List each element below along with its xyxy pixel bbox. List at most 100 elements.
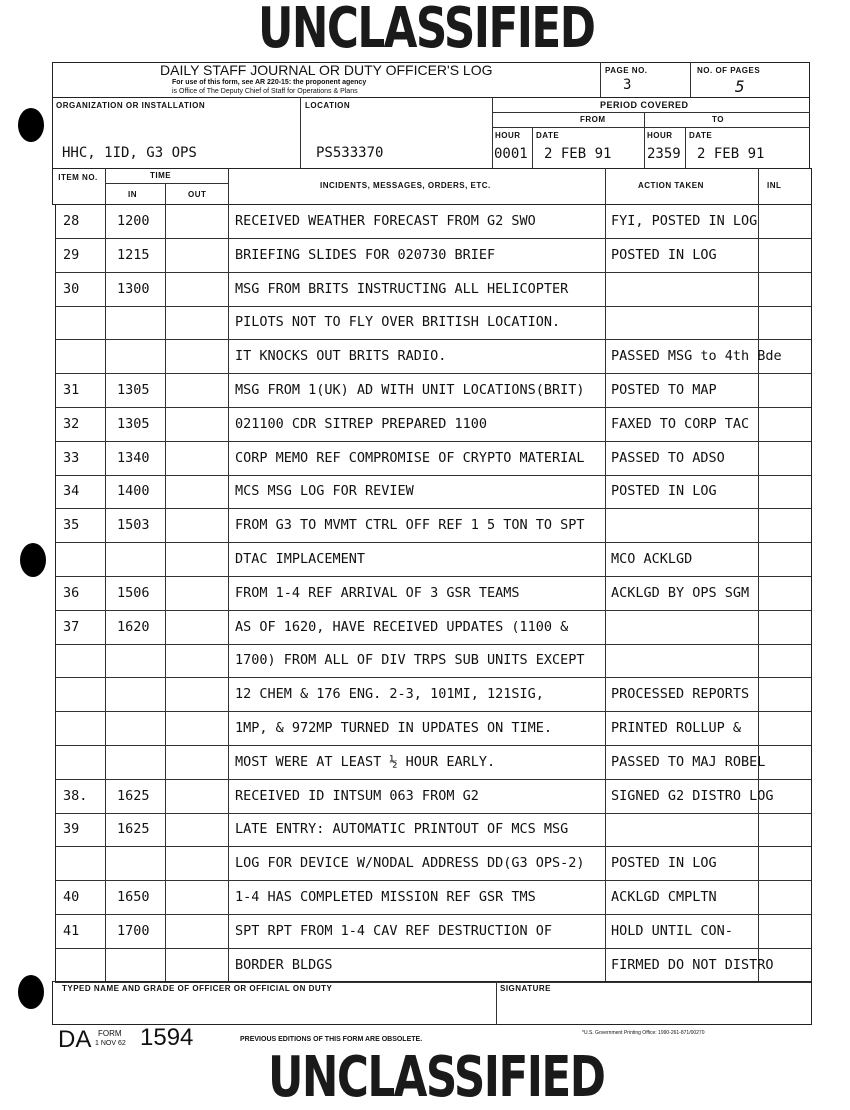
action-taken: PRINTED ROLLUP & (611, 720, 742, 736)
incidents-header: INCIDENTS, MESSAGES, ORDERS, ETC. (320, 181, 491, 190)
pages-label: NO. OF PAGES (697, 66, 761, 75)
incident-text: MSG FROM 1(UK) AD WITH UNIT LOCATIONS(BR… (235, 382, 585, 398)
page-no: 3 (623, 77, 632, 93)
action-taken: HOLD UNTIL CON- (611, 922, 733, 939)
action-taken: ACKLGD CMPLTN (611, 889, 717, 905)
incident-text: AS OF 1620, HAVE RECEIVED UPDATES (1100 … (235, 618, 569, 635)
from-date: 2 FEB 91 (544, 146, 612, 162)
incident-text: 12 CHEM & 176 ENG. 2-3, 101MI, 121SIG, (235, 686, 544, 703)
table-row: 29 1215 BRIEFING SLIDES FOR 020730 BRIEF PO… (55, 239, 812, 273)
table-row: LOG FOR DEVICE W/NODAL ADDRESS DD(G3 OPS… (55, 847, 812, 882)
name-grade-label: TYPED NAME AND GRADE OF OFFICER OR OFFIC… (62, 984, 333, 993)
incident-text: FROM G3 TO MVMT CTRL OFF REF 1 5 TON TO … (235, 517, 585, 534)
action-taken: SIGNED G2 DISTRO LOG (611, 787, 774, 804)
incident-text: IT KNOCKS OUT BRITS RADIO. (235, 348, 447, 365)
action-taken: FIRMED DO NOT DISTRO (611, 956, 774, 973)
time-in: 1215 (117, 246, 150, 263)
table-row: 32 1305 021100 CDR SITREP PREPARED 1100 FAX… (55, 408, 812, 442)
action-taken: POSTED IN LOG (611, 483, 717, 500)
column-header (52, 168, 812, 205)
punch-hole (20, 543, 46, 577)
signature-box (52, 981, 812, 1025)
location-label: LOCATION (305, 101, 351, 110)
time-in: 1625 (117, 821, 150, 838)
item-no: 38. (63, 787, 88, 804)
pages: 5 (735, 77, 745, 96)
table-row: 28 1200 RECEIVED WEATHER FORECAST FROM G2 … (55, 205, 812, 239)
time-in: 1650 (117, 889, 150, 905)
form-da: DA (58, 1026, 92, 1053)
item-no: 35 (63, 517, 80, 534)
table-row: 41 1700 SPT RPT FROM 1-4 CAV REF DESTRUCTI… (55, 915, 812, 949)
incident-text: MSG FROM BRITS INSTRUCTING ALL HELICOPTE… (235, 280, 569, 297)
table-row: 1700) FROM ALL OF DIV TRPS SUB UNITS EXC… (55, 644, 812, 679)
incident-text: 021100 CDR SITREP PREPARED 1100 (235, 415, 487, 432)
classification-stamp-top: UNCLASSIFIED (258, 0, 596, 61)
incident-text: MCS MSG LOG FOR REVIEW (235, 483, 414, 500)
incident-text: MOST WERE AT LEAST ½ HOUR EARLY. (235, 753, 496, 770)
item-no: 34 (63, 483, 80, 500)
time-in: 1620 (117, 618, 150, 635)
incident-text: CORP MEMO REF COMPROMISE OF CRYPTO MATER… (235, 449, 585, 466)
form-date: 1 NOV 62 (95, 1040, 126, 1047)
table-row: 39 1625 LATE ENTRY: AUTOMATIC PRINTOUT OF … (55, 813, 812, 848)
time-in: 1200 (117, 213, 150, 229)
to-hour: 2359 (647, 146, 681, 162)
item-no: 37 (63, 618, 80, 635)
time-in: 1625 (117, 787, 150, 804)
action-taken: POSTED IN LOG (611, 855, 717, 872)
from-label: FROM (580, 115, 606, 124)
incident-text: RECEIVED ID INTSUM 063 FROM G2 (235, 787, 479, 804)
to-label: TO (712, 115, 724, 124)
to-hour-label: HOUR (647, 131, 673, 140)
item-no: 31 (63, 382, 80, 398)
time-in: 1305 (117, 415, 150, 432)
incident-text: PILOTS NOT TO FLY OVER BRITISH LOCATION. (235, 314, 561, 331)
form-subtitle-1: For use of this form, see AR 220-15: the… (172, 79, 367, 86)
time-in: 1340 (117, 449, 150, 466)
table-row: 37 1620 AS OF 1620, HAVE RECEIVED UPDATES … (55, 611, 812, 645)
table-row: BORDER BLDGS FIRMED DO NOT DISTRO (55, 949, 812, 983)
table-row: 36 1506 FROM 1-4 REF ARRIVAL OF 3 GSR TEAM… (55, 577, 812, 611)
incident-text: LOG FOR DEVICE W/NODAL ADDRESS DD(G3 OPS… (235, 855, 585, 872)
incident-text: BORDER BLDGS (235, 956, 333, 973)
table-row: 1MP, & 972MP TURNED IN UPDATES ON TIME. P… (55, 712, 812, 746)
action-taken: ACKLGD BY OPS SGM (611, 584, 750, 601)
item-no: 30 (63, 280, 80, 297)
action-taken: MCO ACKLGD (611, 551, 693, 567)
table-row: 30 1300 MSG FROM BRITS INSTRUCTING ALL HEL… (55, 273, 812, 307)
time-in: 1700 (117, 922, 150, 939)
time-in: 1503 (117, 517, 150, 534)
incident-text: 1-4 HAS COMPLETED MISSION REF GSR TMS (235, 889, 536, 905)
to-date: 2 FEB 91 (697, 146, 765, 162)
incident-text: SPT RPT FROM 1-4 CAV REF DESTRUCTION OF (235, 922, 552, 939)
item-no: 28 (63, 213, 80, 229)
out-header: OUT (188, 190, 207, 199)
action-taken: PASSED TO ADSO (611, 449, 725, 466)
incident-text: 1700) FROM ALL OF DIV TRPS SUB UNITS EXC… (235, 652, 585, 669)
time-in: 1400 (117, 483, 150, 500)
time-in: 1300 (117, 280, 150, 297)
incident-text: LATE ENTRY: AUTOMATIC PRINTOUT OF MCS MS… (235, 821, 569, 838)
location-value: PS533370 (316, 145, 384, 161)
action-taken: POSTED TO MAP (611, 382, 717, 398)
time-in: 1506 (117, 584, 150, 601)
incident-text: FROM 1-4 REF ARRIVAL OF 3 GSR TEAMS (235, 584, 520, 601)
form-subtitle-2: is Office of The Deputy Chief of Staff f… (172, 88, 358, 95)
table-row: DTAC IMPLACEMENT MCO ACKLGD (55, 543, 812, 577)
period-label: PERIOD COVERED (600, 100, 689, 110)
item-no: 36 (63, 584, 80, 601)
to-date-label: DATE (689, 131, 713, 140)
action-taken: PASSED TO MAJ ROBEL (611, 753, 766, 770)
incident-text: RECEIVED WEATHER FORECAST FROM G2 SWO (235, 213, 536, 229)
inl-header: INL (767, 181, 782, 190)
action-header: ACTION TAKEN (638, 181, 704, 190)
incident-text: BRIEFING SLIDES FOR 020730 BRIEF (235, 246, 496, 263)
action-taken: PROCESSED REPORTS (611, 686, 750, 703)
incident-text: DTAC IMPLACEMENT (235, 551, 366, 567)
form-title: DAILY STAFF JOURNAL OR DUTY OFFICER'S LO… (160, 62, 493, 78)
from-hour-label: HOUR (495, 131, 521, 140)
table-row: PILOTS NOT TO FLY OVER BRITISH LOCATION. (55, 306, 812, 341)
table-row: 35 1503 FROM G3 TO MVMT CTRL OFF REF 1 5 T… (55, 509, 812, 544)
action-taken: FAXED TO CORP TAC (611, 415, 750, 432)
